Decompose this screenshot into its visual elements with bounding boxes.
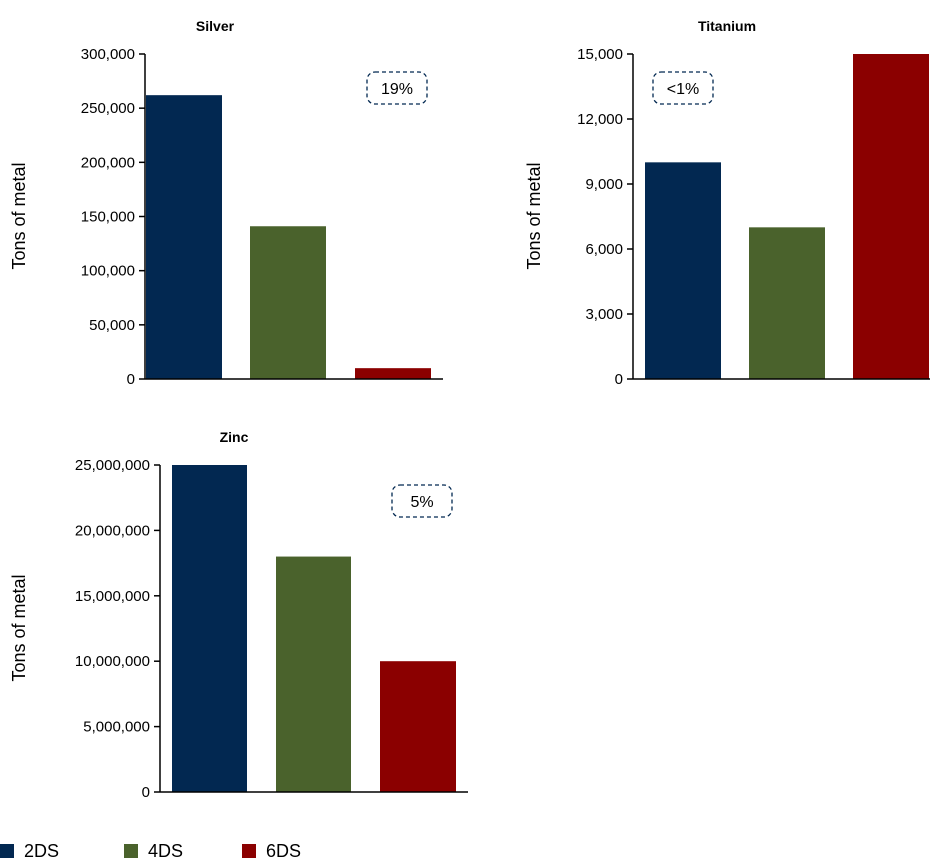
legend-label-6ds: 6DS — [266, 841, 302, 861]
bar-titanium-6ds — [853, 54, 929, 379]
y-axis-label-titanium: Tons of metal — [524, 162, 544, 269]
bar-silver-6ds — [355, 368, 431, 379]
y-tick-label-silver: 150,000 — [81, 209, 135, 226]
y-tick-label-titanium: 15,000 — [577, 46, 623, 63]
y-tick-label-silver: 250,000 — [81, 100, 135, 117]
y-axis-label-zinc: Tons of metal — [9, 574, 29, 681]
annotation-label-titanium: <1% — [667, 81, 699, 98]
y-tick-label-zinc: 25,000,000 — [75, 457, 150, 474]
y-tick-label-silver: 300,000 — [81, 46, 135, 63]
y-tick-label-zinc: 10,000,000 — [75, 653, 150, 670]
legend-label-2ds: 2DS — [24, 841, 60, 861]
y-axis-label-silver: Tons of metal — [9, 162, 29, 269]
y-tick-label-silver: 50,000 — [89, 317, 135, 334]
bar-zinc-4ds — [276, 556, 351, 792]
y-tick-label-silver: 0 — [127, 371, 135, 388]
chart-title-zinc: Zinc — [220, 429, 249, 445]
legend-item-6ds: 6DS — [242, 841, 301, 861]
bar-silver-4ds — [250, 226, 326, 379]
y-tick-label-titanium: 6,000 — [585, 241, 623, 258]
y-tick-label-zinc: 20,000,000 — [75, 522, 150, 539]
legend-swatch-6ds — [242, 844, 256, 858]
y-tick-label-titanium: 12,000 — [577, 111, 623, 128]
chart-title-silver: Silver — [196, 18, 235, 34]
y-tick-label-zinc: 5,000,000 — [83, 719, 150, 736]
annotation-label-zinc: 5% — [410, 494, 433, 511]
y-tick-label-titanium: 9,000 — [585, 176, 623, 193]
y-tick-label-zinc: 0 — [142, 784, 150, 801]
bar-titanium-4ds — [749, 227, 825, 379]
y-tick-label-titanium: 0 — [615, 371, 623, 388]
bar-zinc-6ds — [380, 661, 456, 792]
legend-swatch-2ds — [0, 844, 14, 858]
annotation-box-titanium — [652, 71, 714, 105]
y-tick-label-zinc: 15,000,000 — [75, 588, 150, 605]
bar-silver-2ds — [146, 95, 222, 380]
bar-zinc-2ds — [172, 465, 247, 792]
annotation-box-silver — [366, 71, 428, 105]
legend-swatch-4ds — [124, 844, 138, 858]
annotation-label-silver: 19% — [381, 81, 413, 98]
y-tick-label-titanium: 3,000 — [585, 306, 623, 323]
chart-title-titanium: Titanium — [698, 18, 756, 34]
y-tick-label-silver: 100,000 — [81, 263, 135, 280]
legend-item-2ds: 2DS — [0, 841, 59, 861]
legend-item-4ds: 4DS — [124, 841, 183, 861]
bar-titanium-2ds — [645, 162, 721, 379]
legend: 2DS 4DS 6DS — [0, 841, 931, 861]
legend-label-4ds: 4DS — [148, 841, 184, 861]
y-tick-label-silver: 200,000 — [81, 154, 135, 171]
annotation-box-zinc — [391, 484, 453, 518]
